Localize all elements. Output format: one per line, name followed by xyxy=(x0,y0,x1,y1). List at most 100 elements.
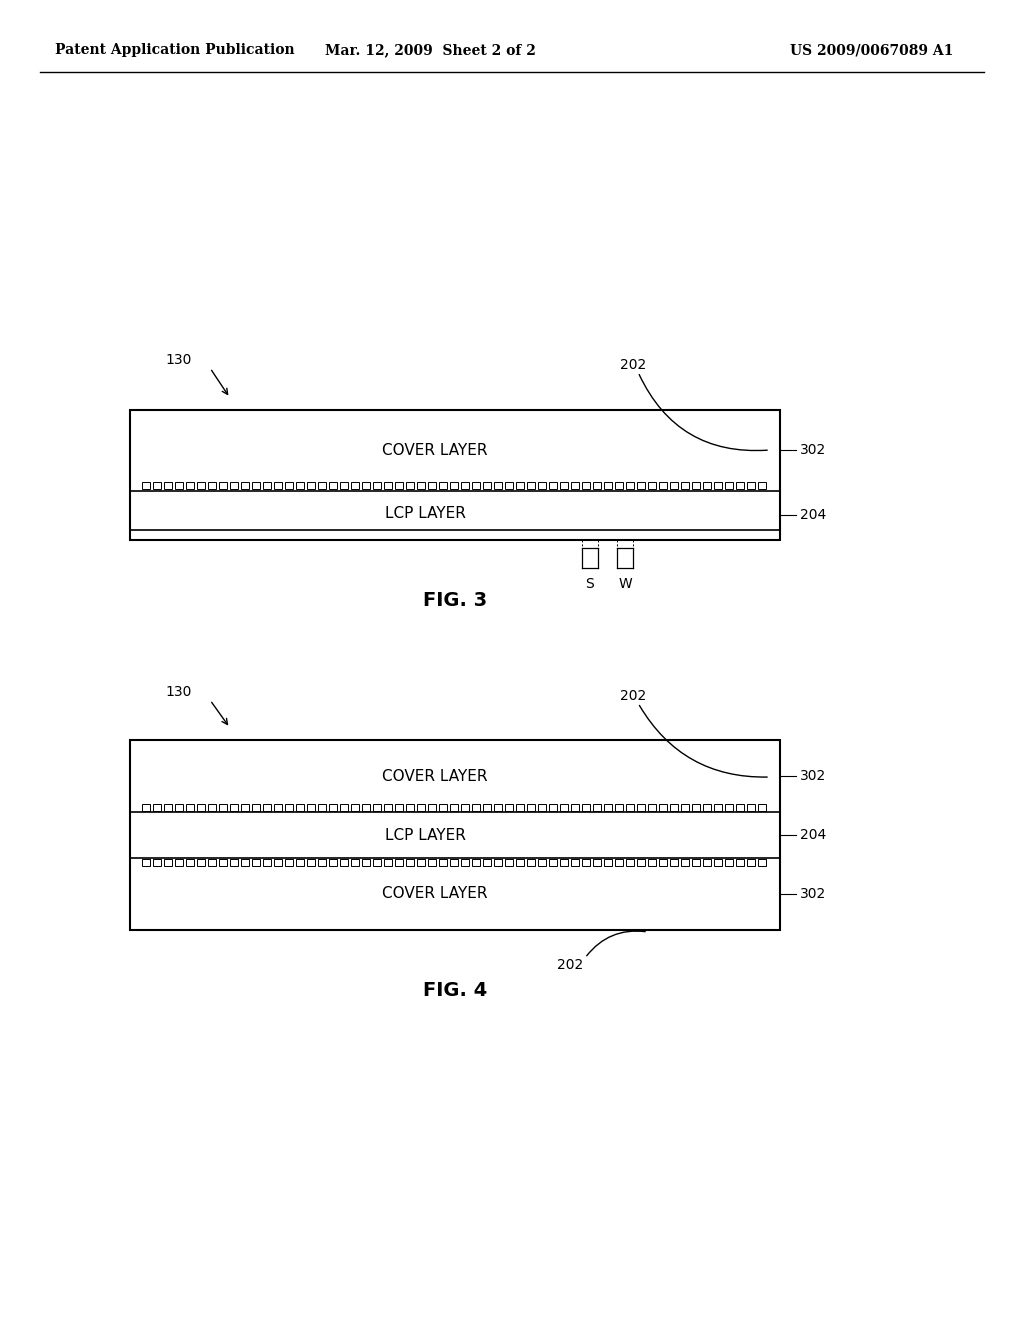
Bar xyxy=(241,859,249,866)
Bar xyxy=(427,804,435,810)
Text: FIG. 3: FIG. 3 xyxy=(423,590,487,610)
Text: Mar. 12, 2009  Sheet 2 of 2: Mar. 12, 2009 Sheet 2 of 2 xyxy=(325,44,536,57)
Bar xyxy=(559,859,567,866)
Bar xyxy=(208,482,215,490)
Bar xyxy=(384,804,391,810)
Bar xyxy=(593,859,600,866)
Bar xyxy=(306,804,314,810)
Bar xyxy=(515,804,523,810)
Bar xyxy=(329,482,337,490)
Text: W: W xyxy=(618,577,632,591)
Bar xyxy=(505,859,512,866)
Bar xyxy=(141,482,150,490)
Bar xyxy=(735,482,743,490)
Bar xyxy=(229,804,238,810)
Bar xyxy=(482,859,490,866)
Text: COVER LAYER: COVER LAYER xyxy=(382,442,487,458)
Text: 204: 204 xyxy=(800,508,826,523)
Bar xyxy=(670,482,678,490)
Bar xyxy=(526,804,535,810)
Text: COVER LAYER: COVER LAYER xyxy=(382,887,487,902)
Bar xyxy=(317,482,326,490)
Bar xyxy=(406,859,414,866)
Bar xyxy=(637,859,644,866)
Bar xyxy=(153,859,161,866)
Bar xyxy=(593,482,600,490)
Text: LCP LAYER: LCP LAYER xyxy=(385,828,466,842)
Bar xyxy=(406,482,414,490)
Text: 204: 204 xyxy=(800,828,826,842)
Bar xyxy=(670,859,678,866)
Bar xyxy=(197,804,205,810)
Bar xyxy=(637,482,644,490)
Bar xyxy=(174,482,182,490)
Bar xyxy=(417,804,425,810)
Bar xyxy=(218,482,226,490)
Bar xyxy=(373,482,381,490)
Bar xyxy=(725,859,732,866)
Bar xyxy=(746,804,755,810)
Bar xyxy=(373,859,381,866)
Bar xyxy=(285,804,293,810)
Bar xyxy=(647,859,655,866)
Bar xyxy=(702,482,711,490)
Bar xyxy=(471,482,479,490)
Bar xyxy=(746,482,755,490)
Bar xyxy=(427,859,435,866)
Bar xyxy=(208,859,215,866)
Text: COVER LAYER: COVER LAYER xyxy=(382,768,487,784)
Bar xyxy=(559,482,567,490)
Bar xyxy=(714,804,722,810)
Bar xyxy=(241,482,249,490)
Text: 202: 202 xyxy=(557,958,583,972)
Bar xyxy=(450,859,458,866)
Text: Patent Application Publication: Patent Application Publication xyxy=(55,44,295,57)
Bar xyxy=(153,482,161,490)
Bar xyxy=(714,482,722,490)
Bar xyxy=(317,804,326,810)
Bar xyxy=(603,804,611,810)
Bar xyxy=(658,804,667,810)
Bar xyxy=(515,859,523,866)
Bar xyxy=(494,804,502,810)
Bar xyxy=(174,804,182,810)
Bar xyxy=(394,804,402,810)
Bar xyxy=(229,859,238,866)
Bar xyxy=(241,804,249,810)
Bar xyxy=(559,804,567,810)
Bar xyxy=(603,859,611,866)
Bar xyxy=(197,482,205,490)
Bar xyxy=(658,859,667,866)
Bar xyxy=(273,482,282,490)
Bar xyxy=(570,482,579,490)
Bar xyxy=(340,482,347,490)
Bar xyxy=(361,482,370,490)
Bar xyxy=(614,482,623,490)
Bar xyxy=(197,859,205,866)
Bar xyxy=(141,859,150,866)
Text: 202: 202 xyxy=(620,358,646,372)
Bar xyxy=(681,859,688,866)
Bar xyxy=(252,804,259,810)
Bar xyxy=(471,859,479,866)
Bar xyxy=(427,482,435,490)
Bar xyxy=(626,859,634,866)
Bar xyxy=(218,804,226,810)
Bar xyxy=(438,804,446,810)
Bar xyxy=(702,859,711,866)
Bar xyxy=(549,804,556,810)
Bar xyxy=(373,804,381,810)
Bar xyxy=(174,859,182,866)
Bar xyxy=(317,859,326,866)
Bar xyxy=(461,804,469,810)
Bar xyxy=(746,859,755,866)
Bar xyxy=(384,482,391,490)
Bar xyxy=(153,804,161,810)
Text: 130: 130 xyxy=(165,685,191,700)
Bar xyxy=(438,482,446,490)
Bar xyxy=(647,482,655,490)
Bar xyxy=(647,804,655,810)
Text: 302: 302 xyxy=(800,444,826,457)
Bar xyxy=(758,482,766,490)
Text: 130: 130 xyxy=(165,352,191,367)
